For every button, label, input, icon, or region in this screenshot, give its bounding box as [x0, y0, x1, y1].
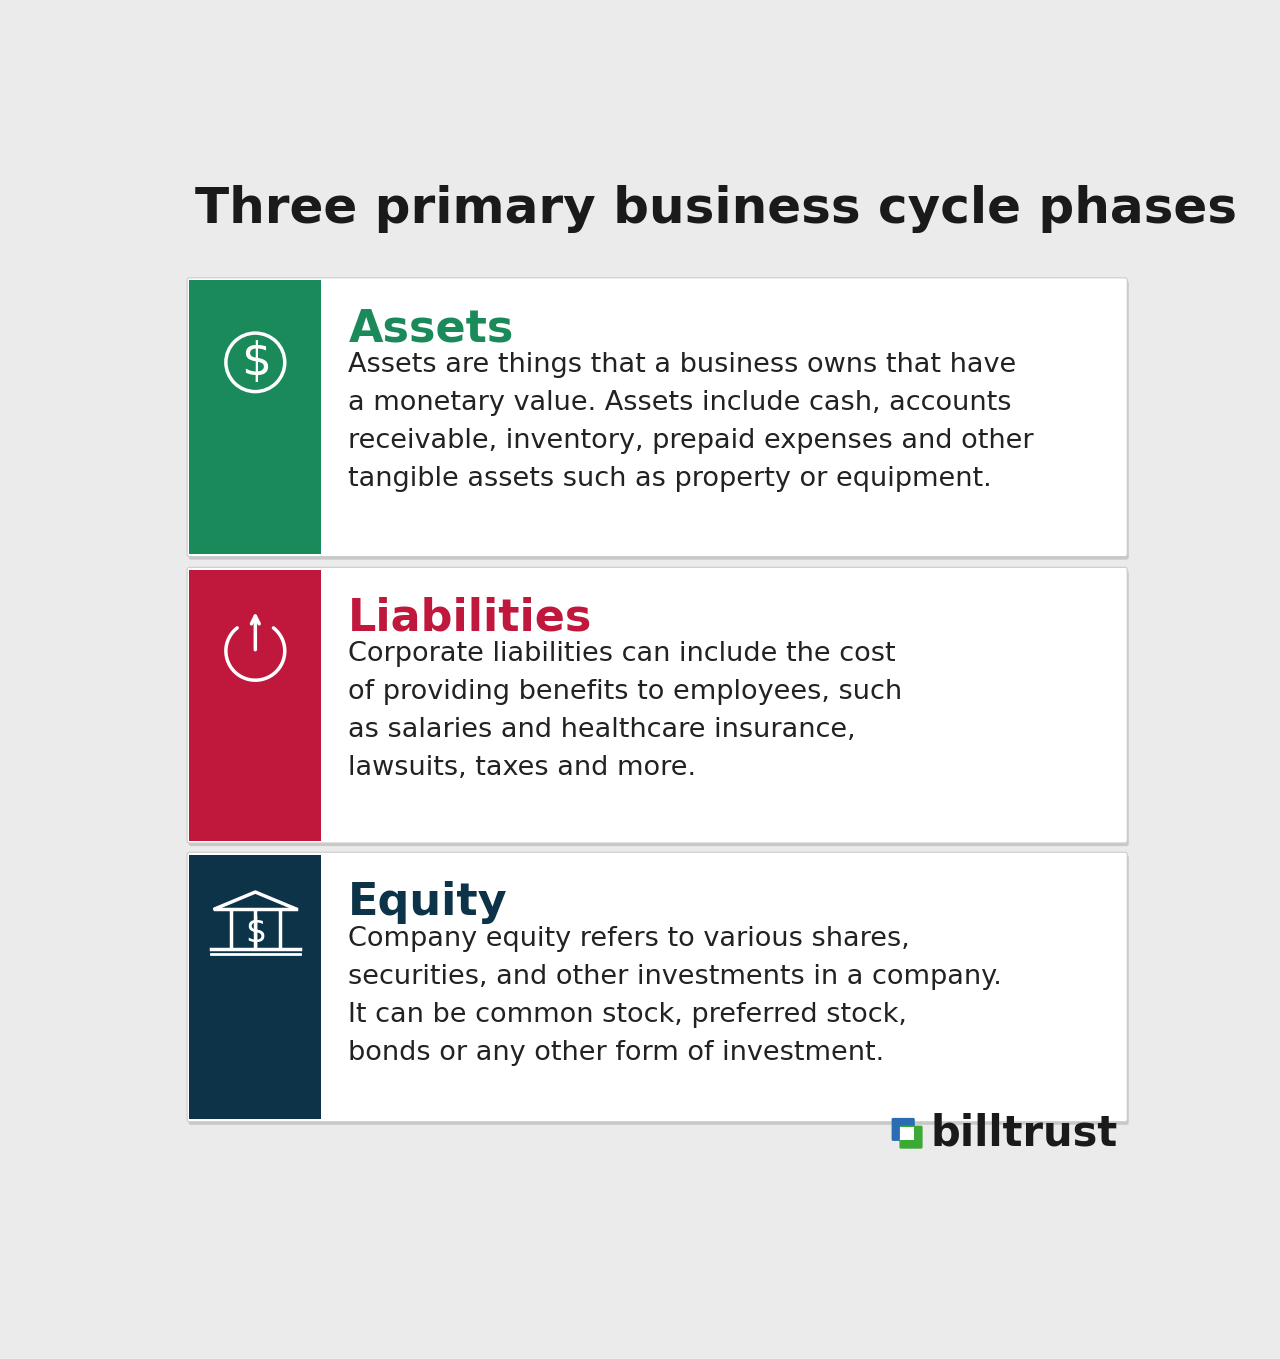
Text: billtrust: billtrust — [931, 1112, 1117, 1154]
Bar — [189, 855, 321, 1120]
Text: Liabilities: Liabilities — [348, 597, 593, 640]
Text: Assets: Assets — [348, 307, 513, 351]
Text: Company equity refers to various shares,
securities, and other investments in a : Company equity refers to various shares,… — [348, 925, 1002, 1067]
Text: Equity: Equity — [348, 882, 508, 924]
Text: $: $ — [241, 340, 271, 385]
FancyBboxPatch shape — [900, 1125, 923, 1148]
FancyBboxPatch shape — [188, 281, 1129, 560]
Text: Three primary business cycle phases: Three primary business cycle phases — [195, 185, 1236, 232]
Text: $: $ — [244, 916, 266, 949]
FancyBboxPatch shape — [187, 567, 1128, 843]
FancyBboxPatch shape — [187, 852, 1128, 1121]
Bar — [189, 569, 321, 841]
Text: Corporate liabilities can include the cost
of providing benefits to employees, s: Corporate liabilities can include the co… — [348, 641, 902, 781]
FancyBboxPatch shape — [188, 855, 1129, 1125]
FancyBboxPatch shape — [892, 1118, 915, 1142]
Text: Assets are things that a business owns that have
a monetary value. Assets includ: Assets are things that a business owns t… — [348, 352, 1034, 492]
FancyBboxPatch shape — [188, 571, 1129, 847]
FancyBboxPatch shape — [187, 277, 1128, 557]
Bar — [900, 1127, 914, 1140]
Bar — [189, 280, 321, 554]
